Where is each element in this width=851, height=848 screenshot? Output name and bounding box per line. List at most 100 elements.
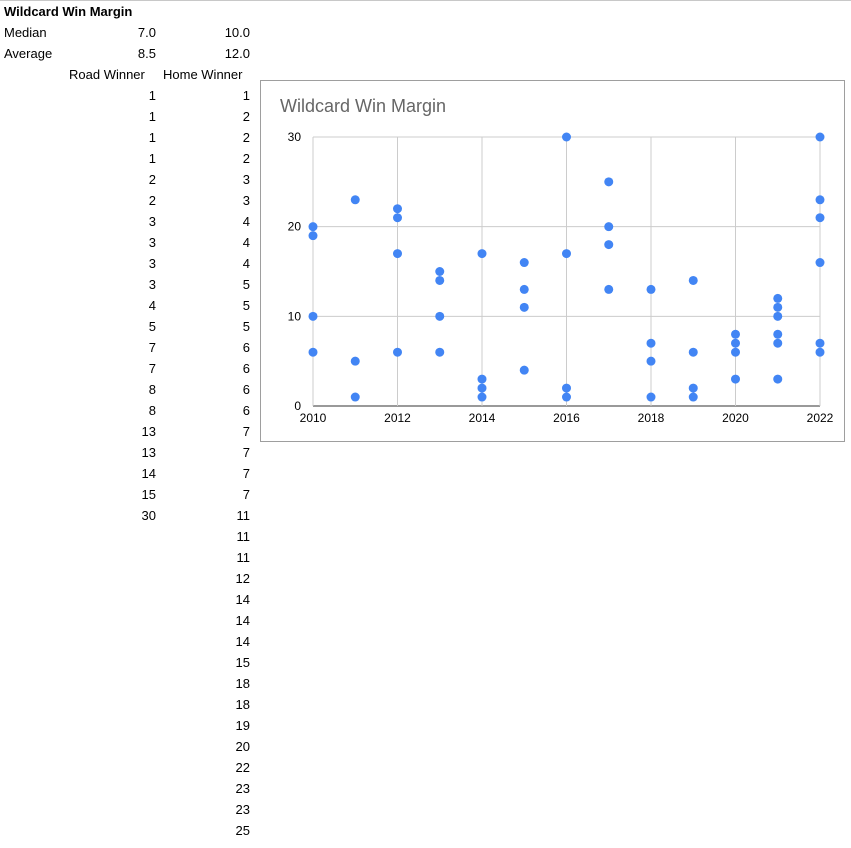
home-winner-cell: 6 [242,382,250,397]
data-point [815,338,825,348]
home-winner-header: Home Winner [163,67,243,82]
home-winner-cell: 14 [235,592,250,607]
road-winner-cell: 14 [141,466,156,481]
data-point [646,338,656,348]
home-winner-cell: 18 [235,697,250,712]
average-home-value: 12.0 [224,46,250,61]
road-winner-cell: 3 [148,277,156,292]
road-winner-cell: 3 [148,256,156,271]
data-point [477,249,487,259]
home-winner-cell: 3 [242,193,250,208]
data-point [519,284,529,294]
road-winner-cell: 15 [141,487,156,502]
road-winner-cell: 8 [148,403,156,418]
data-point [308,347,318,357]
home-winner-cell: 7 [242,466,250,481]
y-tick-label: 20 [288,220,302,234]
x-tick-label: 2014 [469,411,496,425]
road-winner-cell: 2 [148,193,156,208]
road-winner-cell: 3 [148,235,156,250]
road-winner-cell: 1 [148,88,156,103]
road-winner-header: Road Winner [69,67,145,82]
home-winner-cell: 23 [235,781,250,796]
data-point [519,365,529,375]
road-winner-cell: 8 [148,382,156,397]
data-point [688,392,698,402]
home-winner-cell: 23 [235,802,250,817]
data-point [815,258,825,268]
road-winner-cell: 13 [141,424,156,439]
data-point [815,347,825,357]
median-home-value: 10.0 [224,25,250,40]
data-point [688,347,698,357]
home-winner-cell: 15 [235,655,250,670]
road-winner-cell: 7 [148,361,156,376]
data-point [350,356,360,366]
road-winner-cell: 5 [148,319,156,334]
scatter-chart[interactable]: 0 10 20 30 2010 2012 2014 2016 2018 2020 2022 Wild… [260,80,845,442]
data-point [350,392,360,402]
data-point [604,284,614,294]
home-winner-cell: 25 [235,823,250,838]
data-point [350,195,360,205]
road-winner-cell: 4 [148,298,156,313]
home-winner-cell: 4 [242,235,250,250]
data-point [308,311,318,321]
data-point [731,374,740,384]
data-point [435,311,445,321]
chart-title: Wildcard Win Margin [280,96,447,116]
y-tick-label: 0 [294,399,301,413]
home-winner-cell: 12 [235,571,250,586]
home-winner-cell: 11 [236,550,251,565]
data-point [562,392,571,402]
data-point [435,275,445,285]
home-winner-cell: 2 [242,151,250,166]
x-tick-label: 2012 [384,411,411,425]
data-point [435,267,445,276]
average-road-value: 8.5 [137,46,156,61]
x-tick-label: 2020 [722,411,749,425]
data-point [688,275,698,285]
home-winner-cell: 11 [236,508,251,523]
data-point [773,302,783,312]
home-winner-cell: 6 [242,361,250,376]
home-winner-cell: 22 [235,760,250,775]
home-winner-cell: 7 [242,424,250,439]
data-point [308,222,318,232]
road-winner-cell: 13 [141,445,156,460]
x-tick-label: 2016 [553,411,580,425]
data-point [477,383,487,393]
data-point [731,329,740,339]
home-winner-cell: 20 [235,739,250,754]
road-winner-cell: 2 [148,172,156,187]
data-point [562,383,571,393]
data-point [519,258,529,268]
home-winner-cell: 4 [242,256,250,271]
median-label: Median [4,25,47,40]
x-tick-label: 2022 [807,411,834,425]
road-winner-cell: 30 [141,508,156,523]
home-winner-cell: 4 [242,214,250,229]
data-point [308,231,318,241]
data-point [477,374,487,384]
road-winner-cell: 1 [148,151,156,166]
road-winner-cell: 7 [148,340,156,355]
home-winner-cell: 7 [242,487,250,502]
data-point [477,392,487,402]
data-point [773,329,783,339]
y-tick-label: 10 [288,309,302,323]
home-winner-cell: 5 [242,298,250,313]
data-point [562,249,571,259]
median-road-value: 7.0 [137,25,156,40]
home-winner-cell: 5 [242,277,250,292]
average-label: Average [4,46,53,61]
data-point [815,132,825,142]
data-point [393,213,402,223]
data-point [773,311,783,321]
data-point [646,284,656,294]
chart-plot-area: 0 10 20 30 2010 2012 2014 2016 2018 2020 2022 [288,130,834,425]
data-point [646,392,656,402]
data-point [773,338,783,348]
data-point [393,347,402,357]
home-winner-cell: 7 [242,445,250,460]
